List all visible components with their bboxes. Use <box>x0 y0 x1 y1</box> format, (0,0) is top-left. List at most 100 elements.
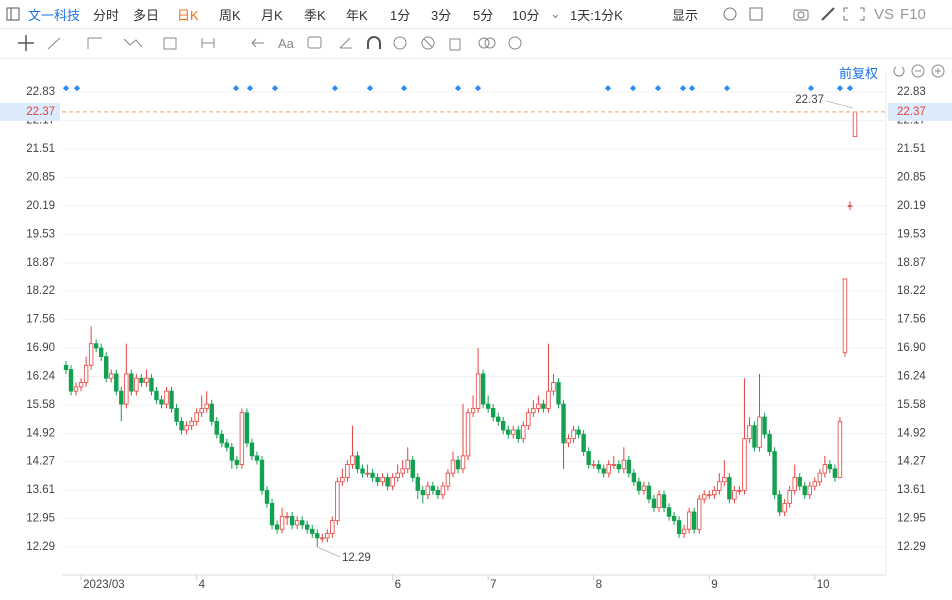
y-tick-label-right: 20.85 <box>897 172 926 184</box>
period-select[interactable]: 1天:1分K <box>570 7 623 23</box>
event-marker <box>846 85 854 92</box>
tab-active[interactable]: 日K <box>177 7 199 23</box>
candle-body <box>310 528 315 534</box>
candle-body <box>144 377 149 383</box>
candle-body <box>475 373 481 409</box>
candle-body <box>134 377 139 392</box>
drawing-tools[interactable] <box>18 35 528 51</box>
candle-body <box>284 515 290 518</box>
candle-body <box>465 412 471 457</box>
candle-body <box>204 403 209 409</box>
event-marker <box>629 85 637 92</box>
candle-body <box>852 111 858 137</box>
candle-body <box>511 429 516 435</box>
candle-body <box>797 477 802 487</box>
candle-body <box>83 364 89 383</box>
candle-body <box>239 412 245 465</box>
toolbar-icons[interactable] <box>722 6 822 22</box>
candle-body <box>380 477 385 483</box>
event-marker <box>232 85 240 92</box>
price-tag-left: 22.37 <box>26 106 55 118</box>
tab[interactable]: 分时 <box>93 7 120 23</box>
y-tick-label-right: 22.83 <box>897 86 926 98</box>
y-tick-label: 18.22 <box>26 285 55 297</box>
candle-body <box>707 494 712 497</box>
candle-body <box>315 533 320 539</box>
y-tick-label: 15.58 <box>26 399 55 411</box>
candle-body <box>325 533 330 539</box>
candle-body <box>435 490 441 496</box>
tab[interactable]: 周K <box>219 7 241 23</box>
candle-body <box>586 451 591 465</box>
candle-body <box>631 472 637 483</box>
tab[interactable]: 3分 <box>431 7 452 23</box>
candle-body <box>375 477 380 483</box>
display-menu[interactable]: 显示 <box>672 7 699 23</box>
f10-button[interactable]: F10 <box>900 5 926 23</box>
y-tick-label-right: 15.58 <box>897 399 926 411</box>
candle-body <box>531 408 536 414</box>
price-tag-bg <box>0 102 60 121</box>
candle-body <box>63 364 69 370</box>
adjust-mode[interactable]: 前复权 <box>839 66 879 81</box>
tab[interactable]: 5分 <box>473 7 494 23</box>
candle-body <box>405 459 410 470</box>
y-tick-label: 20.19 <box>26 200 55 212</box>
y-tick-label-right: 19.53 <box>897 229 926 241</box>
y-tick-label: 12.95 <box>26 512 55 524</box>
candle-body <box>480 373 486 405</box>
x-tick-label: 2023/03 <box>83 579 125 591</box>
y-tick-label-right: 17.56 <box>897 314 926 326</box>
zoom-controls[interactable] <box>892 63 948 79</box>
y-tick-label: 21.51 <box>26 143 55 155</box>
candle-body <box>556 382 561 405</box>
high-leader <box>825 100 854 109</box>
candle-body <box>355 455 360 470</box>
toolbar-icons-2[interactable] <box>820 6 870 22</box>
candle-body <box>249 442 255 457</box>
tab[interactable]: 月K <box>261 7 283 23</box>
candle-body <box>415 477 420 491</box>
vs-button[interactable]: VS <box>874 5 895 23</box>
candle-body <box>516 429 521 440</box>
dropdown-arrow[interactable]: ⌄ <box>550 6 561 21</box>
candle-body <box>78 382 84 388</box>
tab[interactable]: 多日 <box>133 7 160 23</box>
tab[interactable]: 1分 <box>390 7 411 23</box>
candle-body <box>551 382 556 392</box>
candle-body <box>681 528 687 534</box>
candle-body <box>641 485 647 491</box>
candle-body <box>832 468 838 478</box>
tab[interactable]: 年K <box>346 7 368 23</box>
candle-body <box>676 520 682 534</box>
candle-body <box>410 459 415 478</box>
tab[interactable]: 10分 <box>512 7 540 23</box>
candle-body <box>289 515 295 526</box>
candle-body <box>470 408 476 414</box>
y-tick-label: 13.61 <box>26 484 55 496</box>
tab[interactable]: 季K <box>304 7 326 23</box>
candle-body <box>445 472 451 487</box>
candle-body <box>506 429 511 435</box>
event-marker <box>679 85 687 92</box>
y-tick-label-right: 14.92 <box>897 427 926 439</box>
candle-body <box>596 464 601 470</box>
candle-body <box>561 403 566 444</box>
candle-body <box>666 507 672 517</box>
event-marker <box>246 85 254 92</box>
y-tick-label: 16.90 <box>26 342 55 354</box>
candle-body <box>174 408 179 422</box>
candle-body <box>98 347 104 358</box>
text-tool[interactable]: Aa <box>278 35 294 51</box>
panel-icon[interactable] <box>6 7 20 21</box>
price-tag-bg-right <box>888 102 952 121</box>
top-toolbar: 文一科技 分时 多日 日K 周K 月K 季K 年K 1分 3分 5分 10分 ⌄… <box>0 0 952 29</box>
candle-body <box>430 485 436 491</box>
candle-body <box>717 481 722 491</box>
candle-body <box>621 459 627 470</box>
stock-name[interactable]: 文一科技 <box>28 7 81 23</box>
candle-body <box>837 420 843 478</box>
candle-body <box>536 403 541 409</box>
candle-body <box>400 468 405 474</box>
event-marker <box>366 85 374 92</box>
